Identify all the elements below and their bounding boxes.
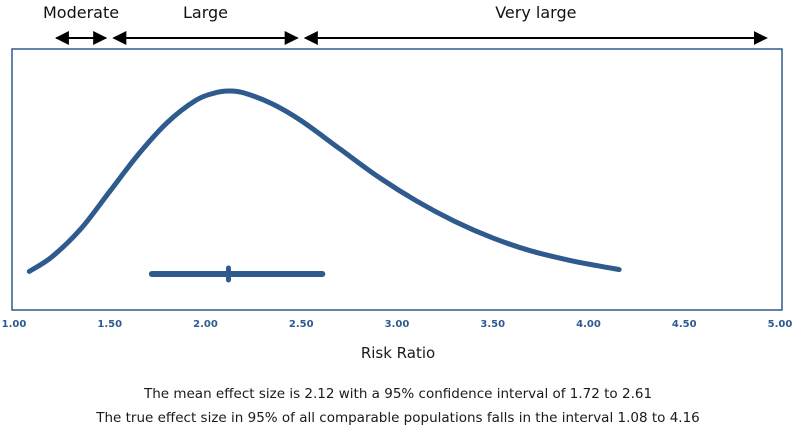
x-tick-label: 2.00 xyxy=(193,319,218,330)
x-tick-label: 2.50 xyxy=(289,319,314,330)
caption-mean-ci: The mean effect size is 2.12 with a 95% … xyxy=(143,386,653,402)
band-label: Moderate xyxy=(43,3,119,22)
x-axis-label: Risk Ratio xyxy=(360,344,436,362)
x-tick-label: 4.00 xyxy=(576,319,601,330)
band-label: Very large xyxy=(495,3,576,22)
x-tick-label: 1.50 xyxy=(97,319,122,330)
x-tick-label: 4.50 xyxy=(672,319,697,330)
x-tick-label: 3.50 xyxy=(480,319,505,330)
distribution-curve xyxy=(26,88,622,274)
band-label: Large xyxy=(183,3,228,22)
x-tick-label: 3.00 xyxy=(385,319,410,330)
plot-frame xyxy=(11,48,783,311)
x-tick-label: 1.00 xyxy=(2,319,27,330)
caption-prediction-interval: The true effect size in 95% of all compa… xyxy=(96,410,700,426)
x-tick-label: 5.00 xyxy=(768,319,793,330)
